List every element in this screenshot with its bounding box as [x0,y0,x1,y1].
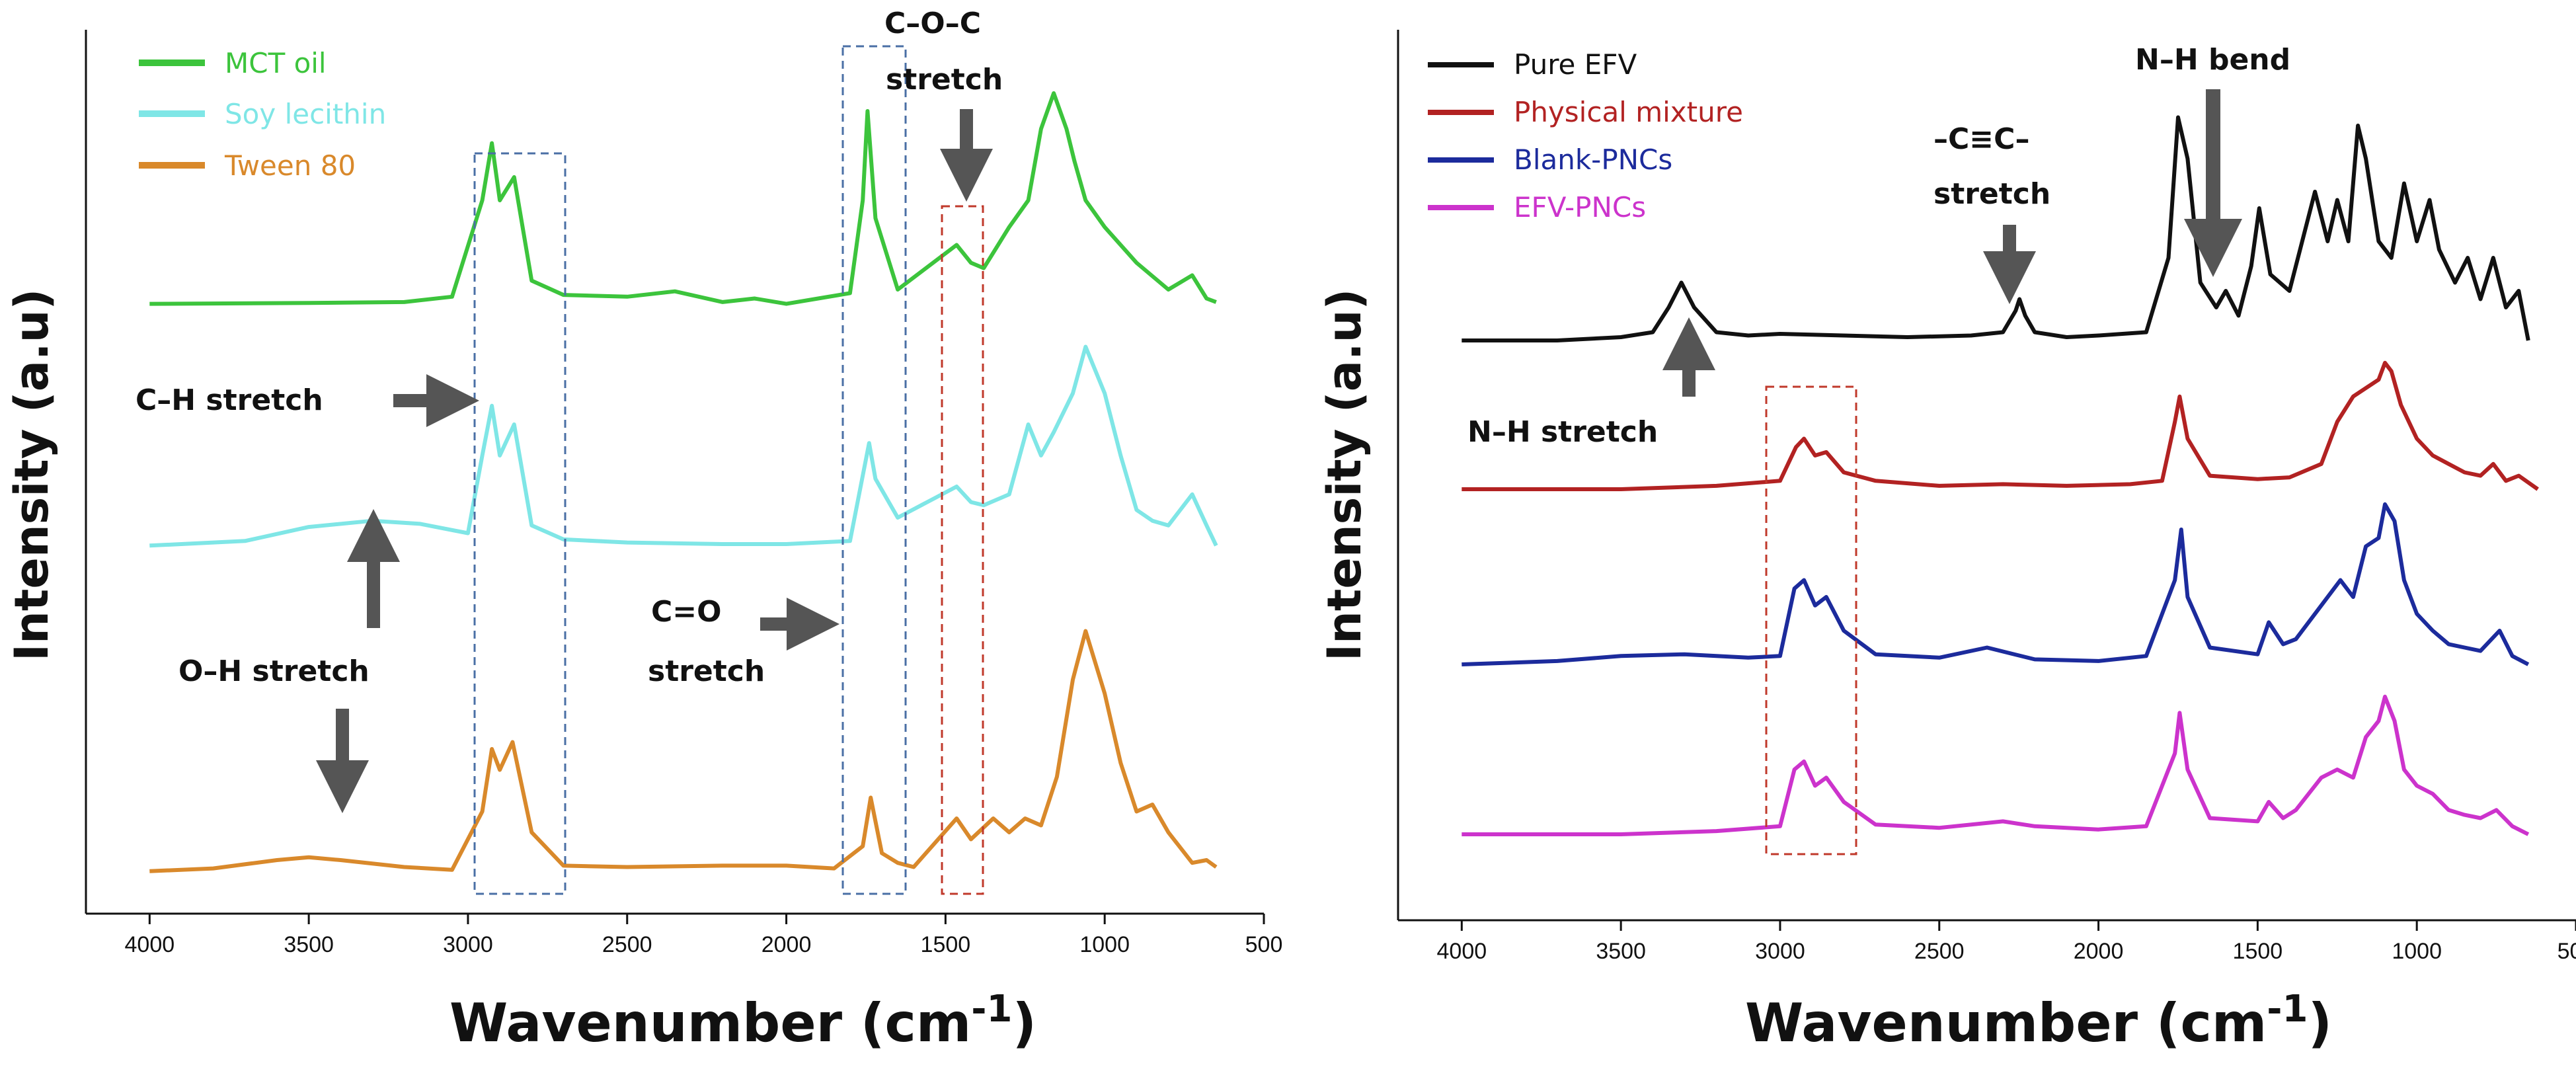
left-x-axis-title: Wavenumber (cm-1) [449,988,1036,1054]
legend-label-blank-pncs: Blank-PNCs [1514,143,1672,176]
x-tick-label: 1000 [2392,939,2442,964]
left-panel: 4000 3500 3000 2500 2000 1500 1000 500 Wavenumb… [5,7,1282,1054]
left-legend: MCT oil Soy lecithin Tween 80 [139,47,386,182]
x-tick-label: 1000 [1079,932,1130,957]
annot-co-double-line1: C=O [651,595,722,629]
legend-label-efv-pncs: EFV-PNCs [1514,191,1646,223]
x-tick-label: 2000 [2074,939,2124,964]
right-panel: 4000 3500 3000 2500 2000 1500 1000 500 Wavenumb… [1317,30,2576,1054]
annot-coc-line2: stretch [886,63,1003,97]
x-tick-label: 4000 [1437,939,1487,964]
x-tick-label: 3500 [1596,939,1646,964]
annot-co-double-line2: stretch [648,654,765,688]
series-line-pure-efv [1462,115,2530,342]
right-legend: Pure EFV Physical mixture Blank-PNCs EFV… [1428,48,1743,223]
series-line-physical-mixture [1462,360,2539,491]
series-line-tween-80 [149,629,1218,873]
left-x-ticks: 4000 3500 3000 2500 2000 1500 1000 500 [125,914,1283,957]
legend-label-soy-lecithin: Soy lecithin [225,98,386,130]
series-line-blank-pncs [1462,502,2530,666]
right-y-axis-title: Intensity (a.u) [1317,289,1372,661]
series-line-soy-lecithin [149,344,1218,548]
x-tick-label: 2000 [761,932,812,957]
annot-oh-stretch: O–H stretch [178,654,370,688]
right-x-axis-title: Wavenumber (cm-1) [1745,988,2332,1054]
legend-label-pure-efv: Pure EFV [1514,48,1637,81]
annot-cc-triple-line1: –C≡C– [1933,122,2029,156]
x-tick-label: 3000 [1755,939,1805,964]
annot-cc-triple-line2: stretch [1933,177,2050,211]
x-tick-label: 1500 [2233,939,2283,964]
ch-region-box-right [1765,385,1857,855]
series-line-efv-pncs [1462,694,2530,836]
ch-region-box [473,152,566,895]
left-series-group [149,91,1218,873]
left-y-axis-title: Intensity (a.u) [5,289,59,661]
right-x-ticks: 4000 3500 3000 2500 2000 1500 1000 500 [1437,920,2576,964]
annot-nh-stretch: N–H stretch [1467,415,1658,449]
co-double-region-box [841,45,907,895]
legend-label-physical-mixture: Physical mixture [1514,96,1743,128]
annot-coc-line1: C–O–C [884,7,981,40]
legend-label-tween-80: Tween 80 [224,149,356,182]
x-tick-label: 1500 [921,932,971,957]
annot-nh-bend: N–H bend [2135,43,2290,77]
annot-ch-stretch: C–H stretch [136,383,323,417]
series-line-mct-oil [149,91,1217,306]
x-tick-label: 3000 [443,932,493,957]
x-tick-label: 500 [2557,939,2576,964]
coc-region-box [941,205,984,895]
right-series-group [1462,115,2539,836]
x-tick-label: 3500 [284,932,334,957]
x-tick-label: 2500 [1914,939,1965,964]
x-tick-label: 4000 [125,932,175,957]
x-tick-label: 2500 [602,932,652,957]
x-tick-label: 500 [1245,932,1283,957]
legend-label-mct-oil: MCT oil [225,47,327,79]
